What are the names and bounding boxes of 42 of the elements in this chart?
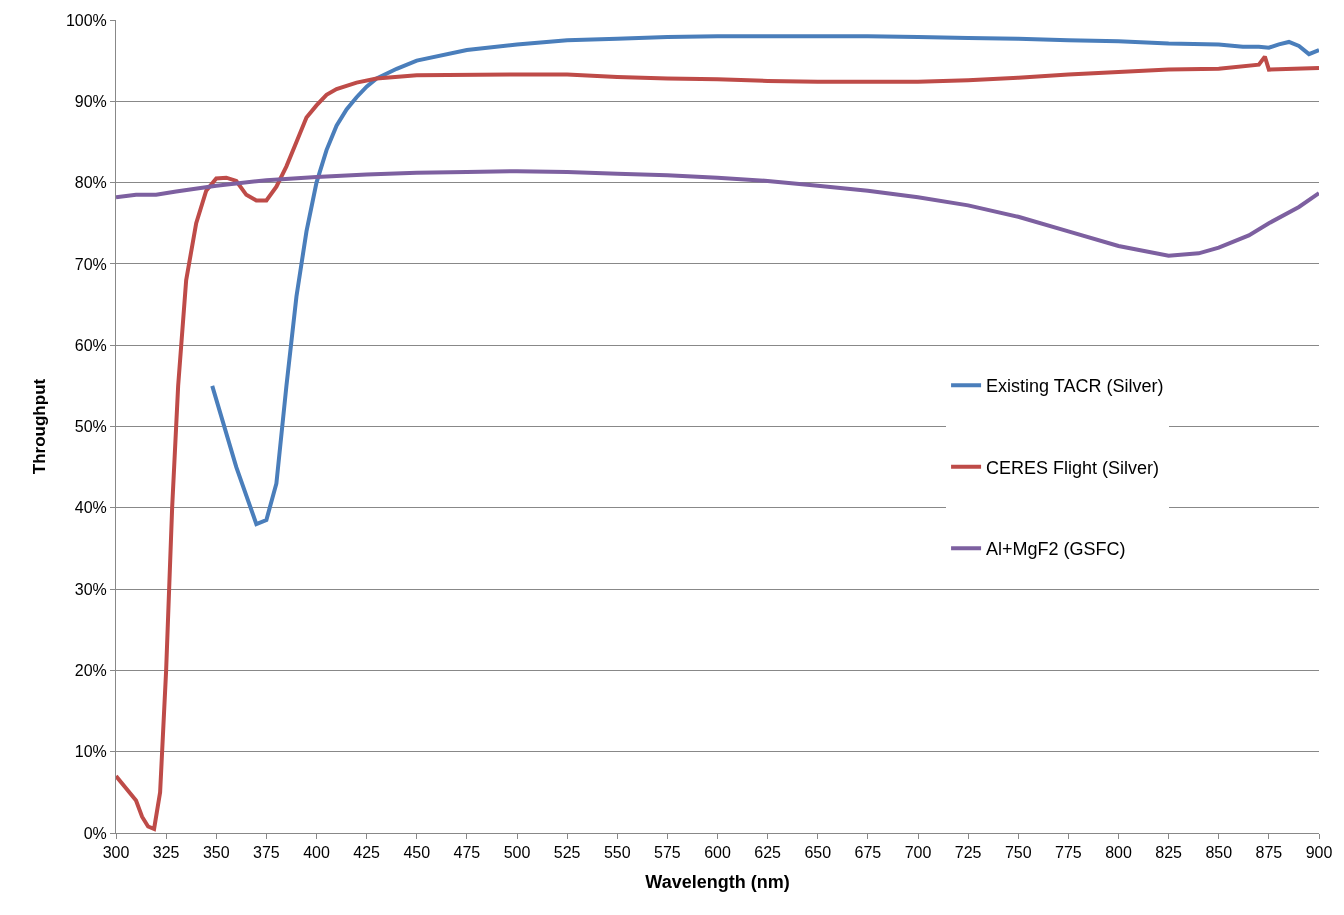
y-tick-label: 70% (74, 255, 107, 273)
x-tick-label: 775 (1055, 844, 1082, 862)
x-tick-label: 800 (1105, 844, 1132, 862)
y-axis-title: Throughput (30, 378, 50, 475)
y-tick-label: 30% (74, 580, 107, 598)
x-tick-label: 600 (704, 844, 731, 862)
y-tick-label: 10% (74, 743, 107, 761)
x-tick-label: 400 (303, 844, 330, 862)
legend-label: CERES Flight (Silver) (986, 457, 1160, 478)
y-tick-label: 90% (74, 92, 107, 110)
x-tick-label: 525 (553, 844, 581, 862)
x-tick-label: 725 (954, 844, 982, 862)
x-tick-label: 425 (353, 844, 381, 862)
y-tick-label: 40% (74, 499, 107, 517)
x-tick-label: 300 (102, 844, 130, 862)
x-tick-label: 900 (1305, 844, 1333, 862)
legend-label: Al+MgF2 (GSFC) (986, 539, 1126, 560)
legend-label: Existing TACR (Silver) (986, 376, 1164, 397)
line-series (210, 34, 1319, 527)
x-tick-label: 875 (1255, 844, 1283, 862)
x-tick-label: 325 (152, 844, 180, 862)
x-tick-label: 550 (603, 844, 631, 862)
x-axis-title: Wavelength (nm) (645, 872, 790, 893)
x-tick-label: 850 (1205, 844, 1233, 862)
x-tick-label: 575 (654, 844, 681, 862)
x-tick-label: 650 (804, 844, 832, 862)
x-tick-label: 825 (1155, 844, 1183, 862)
y-tick-label: 50% (74, 418, 107, 436)
y-tick-label: 20% (74, 662, 107, 679)
x-tick-label: 375 (253, 844, 280, 862)
x-tick-label: 675 (854, 844, 882, 862)
x-tick-label: 450 (403, 844, 431, 862)
y-tick-label: 100% (65, 11, 107, 29)
x-tick-label: 750 (1004, 844, 1032, 862)
x-tick-label: 700 (904, 844, 932, 862)
y-tick-label: 80% (74, 174, 107, 192)
y-tick-label: 0% (83, 824, 107, 842)
y-tick-label: 60% (74, 336, 107, 354)
x-tick-label: 500 (503, 844, 531, 862)
x-tick-label: 475 (453, 844, 481, 862)
x-tick-label: 625 (754, 844, 782, 862)
x-tick-label: 350 (202, 844, 230, 862)
